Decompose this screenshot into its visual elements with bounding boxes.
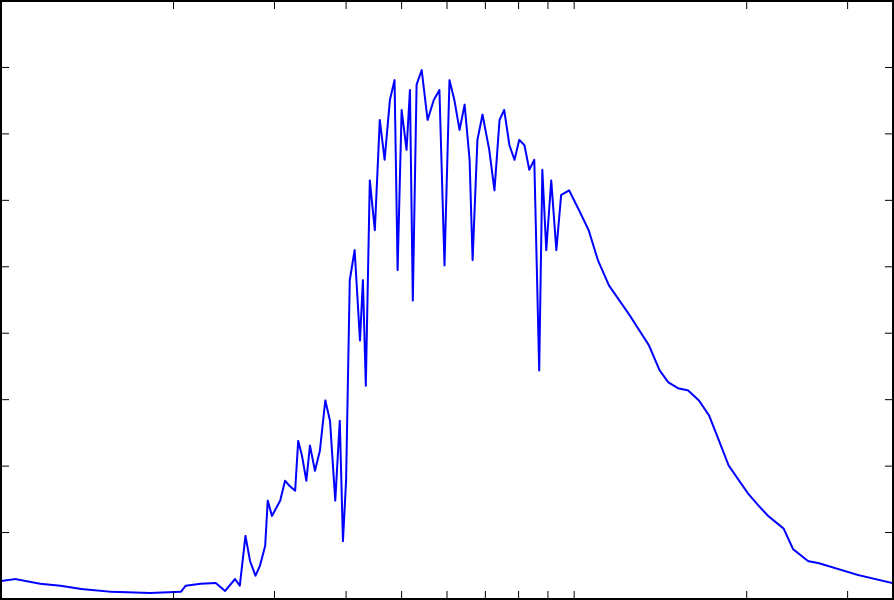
data-line — [1, 69, 893, 595]
